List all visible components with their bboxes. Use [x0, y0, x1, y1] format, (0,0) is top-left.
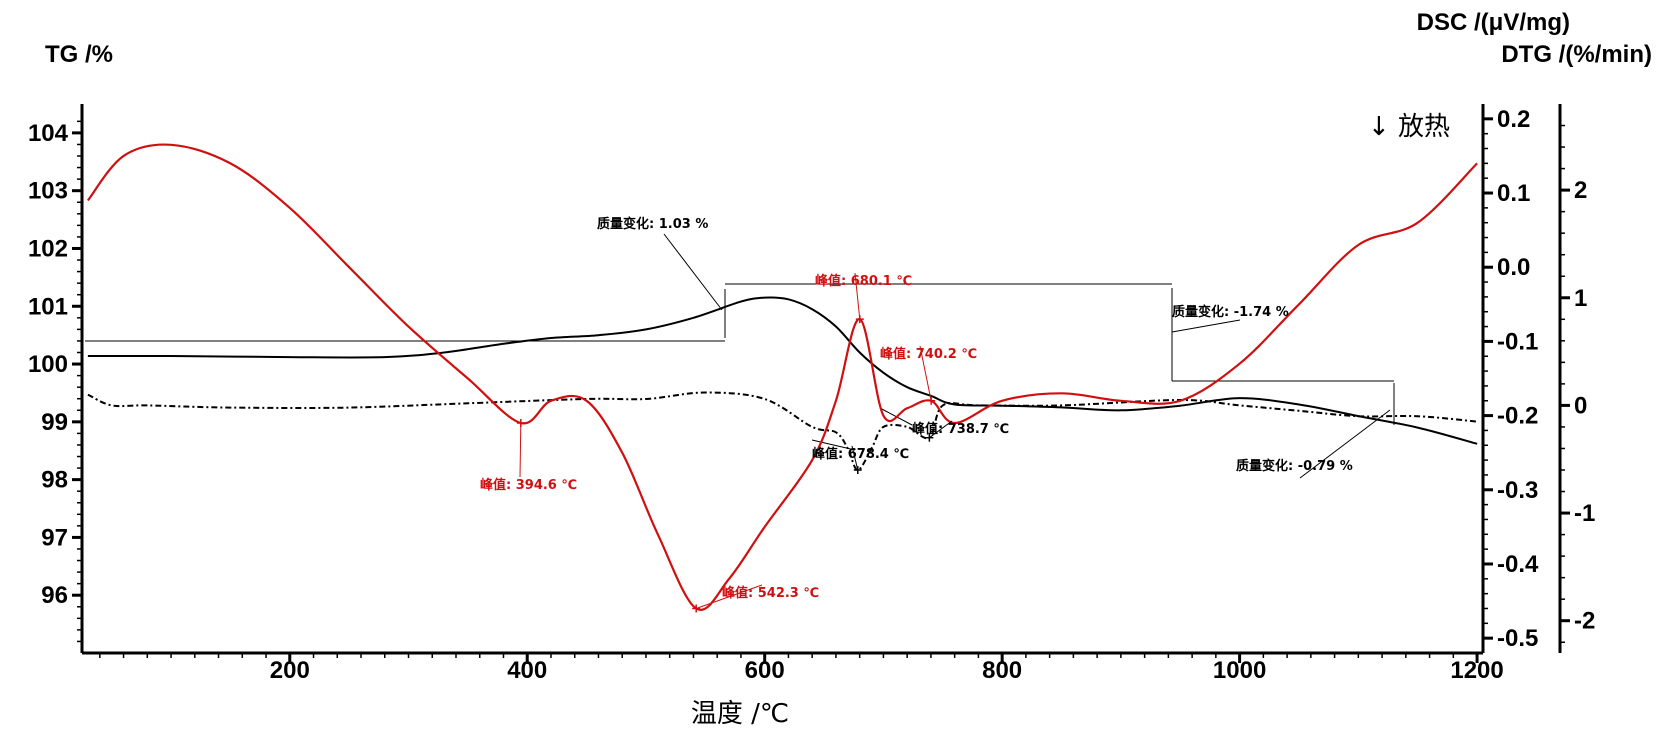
- mass-change-2-leader: [1171, 319, 1241, 333]
- exo-direction-label: ↓ 放热: [1368, 112, 1450, 142]
- annotation-label: 峰值: 542.3 ℃: [722, 585, 819, 601]
- peak-leader: [519, 423, 522, 478]
- tg-axis-title: TG /%: [45, 41, 113, 68]
- annotation-label: 峰值: 678.4 ℃: [812, 446, 909, 462]
- dtg-series-line: [87, 391, 1478, 472]
- dsc-tick-label: -0.1: [1497, 328, 1538, 355]
- series-layer: [87, 143, 1478, 611]
- tg-tick-label: 99: [41, 409, 68, 436]
- tg-tick-label: 104: [28, 120, 69, 147]
- dsc-tick-label: -0.5: [1497, 625, 1538, 652]
- x-tick-label: 1000: [1213, 657, 1266, 684]
- dsc-tick-label: 0.2: [1497, 106, 1530, 133]
- dsc-axis-title: DSC /(μV/mg): [1417, 9, 1570, 36]
- axis-ticks: 200 400 600 800 1000 120096979899100101102103…: [28, 106, 1595, 684]
- dtg-tick-label: 1: [1574, 285, 1587, 312]
- x-tick-label: 800: [982, 657, 1022, 684]
- x-tick-label: 400: [507, 657, 547, 684]
- dtg-tick-label: 0: [1574, 392, 1587, 419]
- dsc-tick-label: 0.1: [1497, 180, 1530, 207]
- tg-tick-label: 98: [41, 467, 68, 494]
- x-tick-label: 600: [745, 657, 785, 684]
- peak-leader: [854, 272, 861, 320]
- dsc-series-line: [87, 143, 1478, 611]
- annotation-label: 峰值: 738.7 ℃: [912, 421, 1009, 437]
- dsc-tick-label: -0.2: [1497, 403, 1538, 430]
- peak-leader: [851, 445, 859, 471]
- annotation-label: 峰值: 394.6 ℃: [480, 477, 577, 493]
- annotation-label: 峰值: 740.2 ℃: [880, 346, 977, 362]
- tg-series-line: [87, 296, 1478, 445]
- dsc-tick-label: -0.4: [1497, 551, 1539, 578]
- x-axis-title: 温度 /℃: [691, 699, 789, 729]
- dtg-axis-title: DTG /(%/min): [1501, 41, 1652, 68]
- tg-tick-label: 97: [41, 524, 68, 551]
- dtg-tick-label: -2: [1574, 608, 1595, 635]
- dtg-tick-label: 2: [1574, 177, 1587, 204]
- peak-leader: [696, 584, 763, 609]
- tg-tick-label: 103: [28, 178, 68, 205]
- x-tick-label: 1200: [1450, 657, 1503, 684]
- annotation-label: 峰值: 680.1 ℃: [815, 273, 912, 289]
- tg-tick-label: 96: [41, 582, 68, 609]
- annotation-layer: 质量变化: 1.03 % 质量变化: -1.74 % 质量变化: -0.79 % 峰值…: [480, 216, 1353, 613]
- peak-leader: [929, 420, 953, 439]
- dsc-tick-label: -0.3: [1497, 477, 1538, 504]
- annotation-guides: [85, 233, 1395, 479]
- tg-tick-label: 101: [28, 293, 68, 320]
- mass-change-1-leader: [663, 233, 723, 311]
- dtg-tick-label: -1: [1574, 500, 1595, 527]
- tg-tick-label: 100: [28, 351, 68, 378]
- annotation-label: 质量变化: -0.79 %: [1236, 458, 1353, 474]
- x-tick-label: 200: [270, 657, 310, 684]
- tg-tick-label: 102: [28, 235, 68, 262]
- annotation-label: 质量变化: -1.74 %: [1172, 304, 1289, 320]
- annotation-label: 质量变化: 1.03 %: [597, 216, 708, 232]
- axes: [80, 104, 1562, 655]
- dsc-tick-label: 0.0: [1497, 254, 1530, 281]
- peak-leader: [919, 345, 932, 401]
- mass-change-3-leader: [1299, 409, 1391, 479]
